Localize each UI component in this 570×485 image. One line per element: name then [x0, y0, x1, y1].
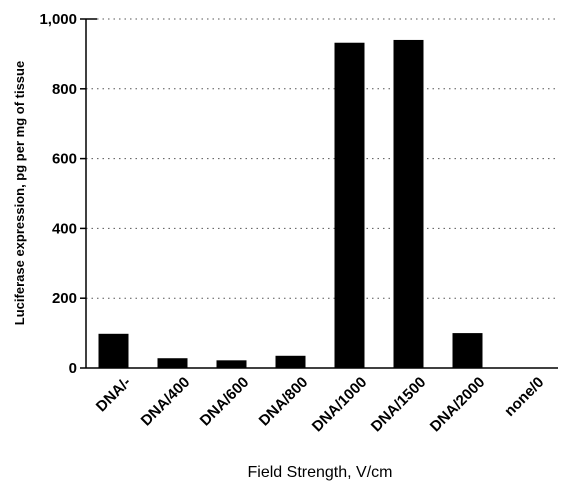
y-tick-label: 600	[52, 151, 77, 168]
x-axis-title: Field Strength, V/cm	[248, 464, 393, 481]
y-tick-label: 800	[52, 81, 77, 98]
y-ticks: 0 200 400 600 800 1,000	[39, 11, 86, 377]
bar-dna-2000	[452, 333, 483, 368]
x-tick-label: DNA/800	[256, 374, 312, 430]
x-tick-label: DNA/-	[93, 374, 134, 415]
x-tick-label: DNA/600	[197, 374, 253, 430]
y-tick-label: 1,000	[39, 11, 77, 28]
x-tick-label: DNA/1000	[309, 374, 371, 436]
x-tick-label: DNA/400	[138, 374, 194, 430]
y-axis-title: Luciferase expression, pg per mg of tiss…	[12, 61, 27, 325]
x-tick-label: DNA/2000	[427, 374, 489, 436]
bars	[98, 39, 483, 369]
y-tick-label: 400	[52, 220, 77, 237]
bar-dna-1500	[393, 39, 424, 368]
bar-dna-800	[275, 355, 306, 368]
bar-dna	[98, 333, 129, 368]
bar-dna-1000	[334, 42, 365, 369]
bar-dna-600	[216, 360, 247, 368]
y-tick-label: 0	[69, 360, 77, 377]
y-tick-label: 200	[52, 290, 77, 307]
x-tick-labels: DNA/- DNA/400 DNA/600 DNA/800DNA/1000DNA/15…	[93, 374, 547, 436]
x-tick-label: DNA/1500	[368, 374, 430, 436]
bar-dna-400	[157, 358, 188, 368]
gridlines	[86, 18, 558, 299]
x-tick-label: none/0	[501, 374, 547, 420]
